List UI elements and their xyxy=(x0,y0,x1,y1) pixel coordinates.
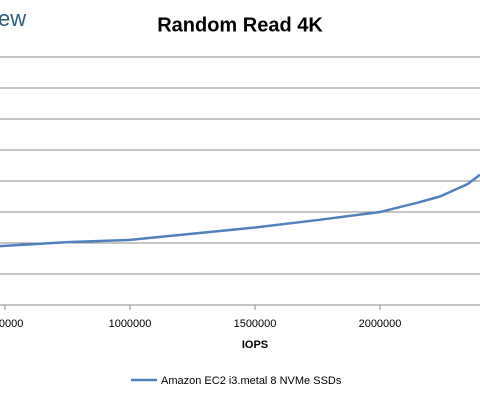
data-line xyxy=(0,173,480,248)
x-tick-label: 1000000 xyxy=(109,318,152,330)
chart-title: Random Read 4K xyxy=(157,14,323,36)
logo-text: ew xyxy=(0,6,26,31)
legend-label: Amazon EC2 i3.metal 8 NVMe SSDs xyxy=(161,375,342,387)
x-axis-title: IOPS xyxy=(242,339,268,351)
x-tick-label: 2000000 xyxy=(359,318,402,330)
x-tick-label: 500000 xyxy=(0,318,23,330)
x-tick-label: 1500000 xyxy=(234,318,277,330)
